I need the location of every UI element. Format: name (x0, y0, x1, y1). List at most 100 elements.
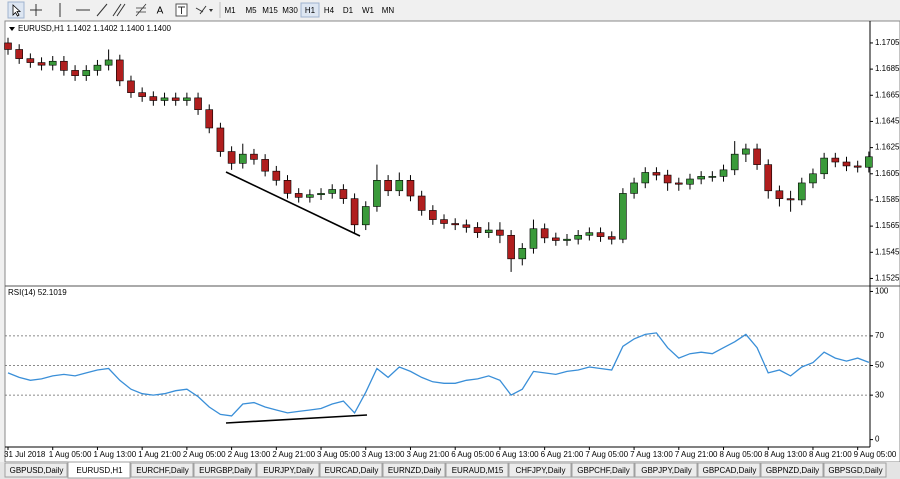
timeframe-button[interactable]: M30 (282, 6, 298, 15)
tab-label[interactable]: EURCHF,Daily (136, 466, 188, 475)
candle-body (37, 62, 46, 66)
timeframe-button[interactable]: W1 (362, 6, 375, 15)
timeframe-button[interactable]: M5 (245, 6, 257, 15)
candle-body (663, 174, 672, 184)
y-tick-label: 1.1705 (875, 38, 900, 47)
candle-body (697, 176, 705, 180)
price-chart-title: EURUSD,H1 1.1402 1.1402 1.1400 1.1400 (18, 24, 172, 33)
trendline-button[interactable] (96, 3, 108, 17)
candle-body (48, 60, 57, 66)
candle-body (563, 238, 571, 241)
tab[interactable] (571, 462, 635, 478)
toolbar-background (0, 0, 900, 20)
tab[interactable] (256, 462, 320, 478)
candle-body (328, 189, 337, 194)
candle-body (60, 60, 68, 71)
candle-body (93, 64, 102, 71)
y-tick-label: 1.1685 (875, 64, 900, 73)
tab[interactable] (760, 462, 824, 478)
y-tick-label: 1.1585 (875, 195, 900, 204)
timeframe-button[interactable]: H1 (305, 6, 316, 15)
tab-active[interactable] (67, 461, 131, 479)
candle-body (753, 148, 761, 165)
chart-tabs: GBPUSD,Daily EURUSD,H1 EURCHF,Daily EURGBP,… (0, 461, 900, 479)
candle-body (395, 180, 404, 192)
candle-body (104, 59, 113, 66)
timeframe-button[interactable]: M15 (262, 6, 278, 15)
candle-body (820, 157, 828, 175)
channel-button[interactable] (112, 3, 126, 17)
candle-body (518, 248, 527, 260)
candle-body (127, 80, 135, 93)
tab-label[interactable]: EURCAD,Daily (325, 466, 379, 475)
tab-label[interactable]: EURUSD,H1 (76, 466, 123, 475)
tab-label[interactable]: GBPSGD,Daily (828, 466, 882, 475)
tab[interactable] (130, 462, 194, 478)
candle-body (26, 58, 35, 63)
tab-label[interactable]: EURAUD,M15 (452, 466, 504, 475)
y-tick-label: 70 (875, 331, 884, 340)
candle-body (4, 42, 12, 50)
candle-body (183, 97, 191, 101)
tab[interactable] (445, 462, 509, 478)
candle-body (373, 180, 381, 207)
x-tick-label: 3 Aug 05:00 (317, 450, 360, 459)
candle-body (294, 193, 303, 198)
y-tick-label: 1.1665 (875, 90, 900, 99)
x-tick-label: 6 Aug 21:00 (541, 450, 584, 459)
timeframe-button[interactable]: H4 (324, 6, 335, 15)
x-tick-label: 2 Aug 21:00 (272, 450, 315, 459)
timeframe-button[interactable]: MN (382, 6, 395, 15)
tab[interactable] (382, 462, 446, 478)
candle-body (484, 229, 493, 233)
x-tick-label: 6 Aug 13:00 (496, 450, 539, 459)
x-tick-label: 6 Aug 05:00 (451, 450, 494, 459)
x-tick-label: 1 Aug 13:00 (93, 450, 136, 459)
plot-area: 1.1525 1.1545 1.1565 1.1585 1.1605 1.1625 1.16… (4, 37, 900, 459)
chart-menu-arrow[interactable] (9, 27, 15, 31)
timeframe-pressed[interactable] (300, 2, 320, 18)
x-tick-label: 7 Aug 05:00 (585, 450, 628, 459)
tab-label[interactable]: GBPJPY,Daily (641, 466, 692, 475)
tab[interactable] (508, 462, 572, 478)
tab[interactable] (697, 462, 761, 478)
candle-body (283, 180, 292, 194)
tab-label[interactable]: GBPCHF,Daily (577, 466, 629, 475)
candle-body (160, 97, 169, 101)
tab-label[interactable]: CHFJPY,Daily (515, 466, 565, 475)
rsi-trendline (225, 414, 368, 424)
arrows-dropdown[interactable] (209, 9, 213, 12)
tab[interactable] (4, 462, 68, 478)
y-tick-label: 30 (875, 390, 884, 399)
timeframe-button[interactable]: M1 (224, 6, 236, 15)
tab-label[interactable]: EURNZD,Daily (388, 466, 441, 475)
candle-body (686, 178, 694, 185)
text-button[interactable]: A (157, 6, 164, 17)
candle-body (865, 156, 873, 168)
x-tick-label: 8 Aug 21:00 (809, 450, 852, 459)
tab[interactable] (319, 462, 383, 478)
crosshair-button[interactable] (30, 4, 42, 16)
x-tick-label: 1 Aug 21:00 (138, 450, 181, 459)
x-tick-label: 3 Aug 21:00 (406, 450, 449, 459)
timeframe-button[interactable]: D1 (343, 6, 354, 15)
y-tick-label: 1.1645 (875, 117, 900, 126)
tab-label[interactable]: GBPCAD,Daily (703, 466, 757, 475)
tab-label[interactable]: EURGBP,Daily (199, 466, 252, 475)
fibo-button[interactable] (135, 3, 147, 17)
arrows-button[interactable] (195, 5, 207, 15)
tab[interactable] (823, 462, 887, 478)
candle-body (473, 227, 482, 233)
candle-body (652, 172, 661, 176)
rsi-line (7, 332, 870, 417)
tab-label[interactable]: EURJPY,Daily (263, 466, 314, 475)
candle-body (674, 182, 683, 185)
tab[interactable] (634, 462, 698, 478)
tab-label[interactable]: GBPUSD,Daily (10, 466, 64, 475)
tab-label[interactable]: GBPNZD,Daily (766, 466, 819, 475)
candle-body (596, 232, 605, 237)
candle-body (507, 234, 515, 260)
candle-body (730, 153, 739, 171)
tab[interactable] (193, 462, 257, 478)
candle-body (194, 97, 202, 110)
